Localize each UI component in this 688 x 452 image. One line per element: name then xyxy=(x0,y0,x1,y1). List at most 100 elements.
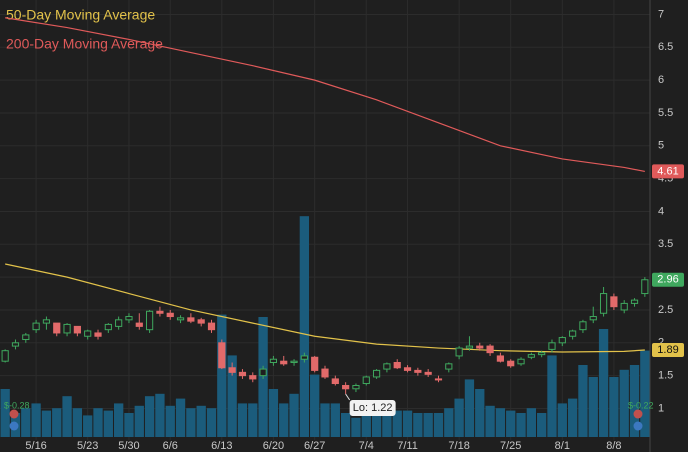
candle-body xyxy=(63,323,71,334)
volume-bar xyxy=(423,413,433,437)
candle-body xyxy=(11,342,20,347)
candle-body xyxy=(73,325,81,334)
volume-bar xyxy=(144,396,155,437)
event-label: $-0.22 xyxy=(628,400,654,410)
volume-bar xyxy=(320,403,330,437)
candle-body xyxy=(218,342,226,369)
candle-body xyxy=(259,368,267,377)
candle-body xyxy=(156,310,164,314)
candle-body xyxy=(455,347,463,357)
candle-body xyxy=(22,334,30,341)
event-icon xyxy=(633,409,643,419)
volume-bar xyxy=(557,403,567,437)
volume-bar xyxy=(0,389,10,437)
x-tick-label: 6/13 xyxy=(211,440,232,452)
volume-bar xyxy=(175,398,186,437)
volume-bar xyxy=(433,413,444,437)
ma-line xyxy=(5,263,645,353)
volume-bar xyxy=(21,408,31,437)
candle-body xyxy=(125,316,133,321)
candle-body xyxy=(414,369,422,373)
x-tick-label: 6/27 xyxy=(304,440,325,452)
y-tick-label: 5.5 xyxy=(658,107,673,119)
volume-bar xyxy=(413,413,423,437)
y-tick-label: 2 xyxy=(658,337,664,349)
volume-bar xyxy=(526,408,537,437)
candle-body xyxy=(238,371,247,377)
candle-body xyxy=(228,367,236,373)
candle-body xyxy=(641,279,649,295)
volume-bar xyxy=(361,408,371,437)
volume-bar xyxy=(330,403,340,437)
x-tick-label: 7/25 xyxy=(500,440,521,452)
y-tick-label: 5 xyxy=(658,140,664,152)
ma-line xyxy=(5,17,645,172)
candle-body xyxy=(579,321,587,331)
volume-bar xyxy=(402,410,413,437)
volume-bar xyxy=(268,389,279,437)
candle-body xyxy=(589,316,597,321)
volume-bar xyxy=(217,314,227,437)
volume-bar xyxy=(444,408,454,437)
y-tick-label: 2.5 xyxy=(658,304,673,316)
volume-bar xyxy=(464,379,475,437)
candle-body xyxy=(517,358,525,365)
candle-body xyxy=(146,310,154,331)
candle-body xyxy=(176,317,185,321)
candle-body xyxy=(300,355,308,360)
annotation-leader xyxy=(345,393,351,401)
volume-bar xyxy=(155,393,165,437)
volume-bar xyxy=(103,410,113,437)
price-tag xyxy=(652,164,684,179)
candle-body xyxy=(331,378,339,385)
candle-body xyxy=(383,363,391,370)
candle-body xyxy=(599,293,608,314)
volume-bar xyxy=(289,393,299,437)
volume-bar xyxy=(588,377,598,437)
x-tick-label: 5/23 xyxy=(77,440,98,452)
y-tick-label: 6 xyxy=(658,74,664,86)
volume-bar xyxy=(72,408,83,437)
event-label: $-0.28 xyxy=(4,400,30,410)
candle-body xyxy=(321,368,329,378)
candle-body xyxy=(630,299,639,304)
candle-body xyxy=(558,337,566,344)
x-tick-label: 5/30 xyxy=(118,440,139,452)
volume-bar xyxy=(299,216,310,437)
candle-body xyxy=(403,367,412,371)
candle-body xyxy=(1,350,9,362)
candle-body xyxy=(352,384,360,390)
candle-body xyxy=(445,363,453,370)
candle-body xyxy=(104,323,112,331)
volume-bar xyxy=(392,410,402,437)
volume-bar xyxy=(52,408,62,437)
volume-bar xyxy=(619,369,629,437)
y-tick-label: 4 xyxy=(658,205,664,217)
volume-bar xyxy=(310,374,320,437)
x-tick-label: 5/16 xyxy=(25,440,46,452)
volume-bar xyxy=(506,410,516,437)
y-tick-label: 1 xyxy=(658,402,664,414)
volume-bar xyxy=(351,417,361,437)
candle-body xyxy=(434,378,443,381)
volume-bar xyxy=(547,355,557,437)
legend-entry: 200-Day Moving Average xyxy=(6,36,163,52)
x-tick-label: 8/1 xyxy=(555,440,570,452)
volume-bar xyxy=(516,413,526,437)
volume-bar xyxy=(371,413,382,437)
x-tick-label: 7/18 xyxy=(448,440,469,452)
candle-body xyxy=(527,354,535,358)
price-tag-label: 2.96 xyxy=(657,274,678,286)
y-tick-label: 6.5 xyxy=(658,41,673,53)
candle-body xyxy=(507,360,515,367)
price-tag xyxy=(652,272,684,287)
candle-body xyxy=(569,330,577,337)
event-icon xyxy=(9,421,19,431)
volume-bar xyxy=(578,365,588,437)
candle-body xyxy=(135,322,143,327)
price-tag-label: 1.89 xyxy=(657,344,678,356)
volume-bar xyxy=(598,329,609,437)
candle-body xyxy=(362,376,370,385)
candle-body xyxy=(372,369,381,378)
candle-body xyxy=(53,322,61,334)
